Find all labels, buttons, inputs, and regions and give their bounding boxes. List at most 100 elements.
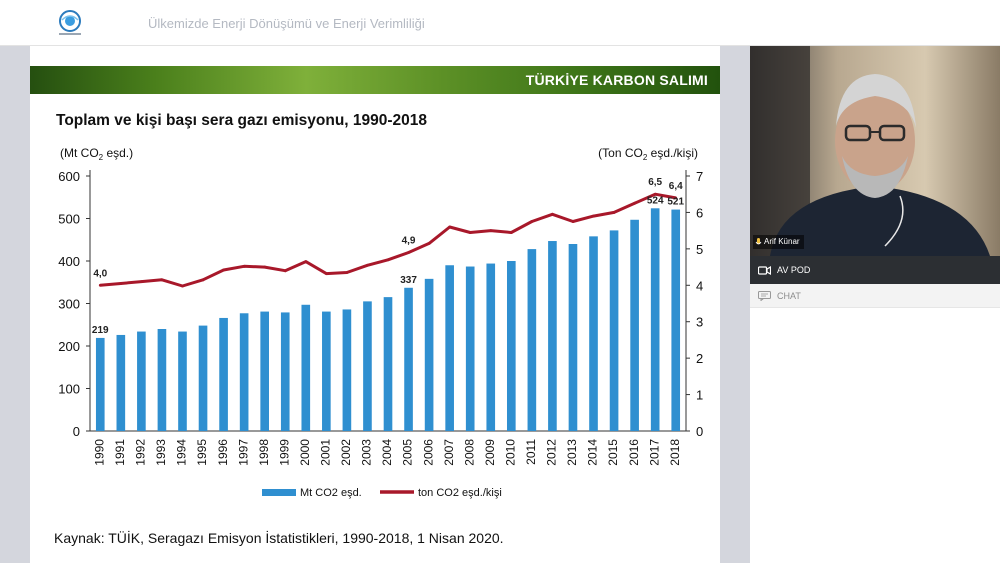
x-tick-label: 2004 <box>380 439 394 466</box>
x-tick-label: 2002 <box>339 439 353 466</box>
bar <box>548 241 557 431</box>
av-pod-header[interactable]: AV POD <box>750 256 1000 284</box>
chart-legend: Mt CO2 eşd. ton CO2 eşd./kişi <box>262 487 502 499</box>
line-point <box>222 268 225 272</box>
line-point <box>509 231 513 234</box>
data-label: 521 <box>667 197 684 208</box>
bar <box>157 329 167 431</box>
line-point <box>242 264 246 268</box>
line-point <box>633 201 637 205</box>
line-point <box>119 282 123 285</box>
line-point <box>551 212 554 216</box>
line-point <box>468 231 472 234</box>
line-point <box>139 280 143 284</box>
bar <box>486 263 496 431</box>
participant-video[interactable]: Arif Künar <box>750 46 1000 256</box>
line-point <box>427 241 431 245</box>
left-tick-label: 500 <box>58 212 80 227</box>
left-tick-label: 0 <box>73 424 80 439</box>
bar <box>219 317 228 431</box>
line-point <box>489 229 493 233</box>
x-tick-label: 1999 <box>277 439 291 466</box>
bar <box>363 301 372 431</box>
line-point <box>653 192 657 196</box>
legend-label-line: ton CO2 eşd./kişi <box>418 487 502 499</box>
line-point <box>160 278 164 282</box>
presentation-slide: TÜRKİYE KARBON SALIMI Toplam ve kişi baş… <box>30 46 720 563</box>
side-panel: Arif Künar AV POD CHAT <box>750 46 1000 563</box>
bar <box>239 313 249 431</box>
bar <box>137 331 146 431</box>
legend-swatch-bars <box>262 489 296 496</box>
top-bar: Ülkemizde Enerji Dönüşümü ve Enerji Veri… <box>0 0 1000 46</box>
organization-logo <box>59 10 81 35</box>
right-tick-label: 0 <box>696 424 703 439</box>
chat-pod-header[interactable]: CHAT <box>750 284 1000 308</box>
left-tick-label: 200 <box>58 339 80 354</box>
chart-title: Toplam ve kişi başı sera gazı emisyonu, … <box>56 112 427 129</box>
line-point <box>201 278 205 282</box>
x-tick-label: 1990 <box>92 439 106 466</box>
bar <box>671 209 681 431</box>
bar <box>260 311 270 431</box>
right-axis-label: (Ton CO2 eşd./kişi) <box>598 146 698 162</box>
x-tick-label: 2018 <box>668 439 682 466</box>
chat-pod-body <box>750 308 1000 563</box>
bar <box>198 325 208 431</box>
bar <box>589 236 598 431</box>
line-point <box>263 265 267 269</box>
chat-pod-label: CHAT <box>777 290 801 301</box>
bar <box>609 230 619 431</box>
x-tick-label: 2017 <box>647 439 661 466</box>
line-point <box>571 220 575 223</box>
bar <box>445 265 454 431</box>
data-label: 219 <box>92 325 109 336</box>
bar <box>116 334 126 431</box>
slide-banner: TÜRKİYE KARBON SALIMI <box>30 66 720 94</box>
x-tick-label: 1995 <box>195 439 209 466</box>
meeting-title: Ülkemizde Enerji Dönüşümü ve Enerji Veri… <box>148 16 425 31</box>
mic-icon <box>755 237 762 244</box>
x-tick-label: 2014 <box>586 439 600 466</box>
line-point <box>612 211 616 214</box>
line-point <box>530 220 534 223</box>
line-point <box>283 269 287 273</box>
bar <box>527 249 537 431</box>
x-tick-label: 2011 <box>524 439 538 465</box>
bar <box>650 208 660 431</box>
x-tick-label: 2003 <box>360 439 374 466</box>
x-tick-labels: 1990 1991 1992 1993 1994 1995 1996 1997 1998 1999… <box>92 439 681 466</box>
source-note: Kaynak: TÜİK, Seragazı Emisyon İstatisti… <box>54 530 504 546</box>
bar <box>424 278 434 431</box>
data-labels: 219 337 524 521 4,0 4,9 6,5 6,4 <box>92 177 685 336</box>
x-tick-label: 2013 <box>565 439 579 466</box>
x-tick-label: 1991 <box>113 439 127 466</box>
x-tick-label: 2012 <box>545 439 559 466</box>
line-point <box>592 214 595 218</box>
right-tick-label: 2 <box>696 351 703 366</box>
emission-chart: Toplam ve kişi başı sera gazı emisyonu, … <box>56 112 703 499</box>
bar <box>95 337 105 431</box>
right-tick-label: 7 <box>696 169 703 184</box>
data-label: 524 <box>647 195 664 206</box>
line-point <box>324 272 328 276</box>
bar <box>383 297 393 431</box>
right-tick-label: 4 <box>696 278 703 293</box>
line-point <box>386 258 390 262</box>
participant-video-frame <box>750 46 1000 256</box>
x-tick-label: 2016 <box>627 439 641 466</box>
right-tick-label: 1 <box>696 388 703 403</box>
participant-name: Arif Künar <box>764 237 800 246</box>
data-label: 4,9 <box>402 236 416 247</box>
data-label: 4,0 <box>93 268 107 279</box>
bar <box>465 266 475 431</box>
line-point <box>98 283 102 287</box>
line-point <box>366 263 369 267</box>
x-tick-label: 1993 <box>154 439 168 466</box>
line-point <box>674 196 678 200</box>
x-tick-label: 2006 <box>421 439 435 466</box>
data-label: 337 <box>400 275 417 286</box>
bar <box>404 287 413 431</box>
bar <box>506 261 516 431</box>
chart-axes: 0 100 200 300 400 500 600 0 1 2 3 4 5 6 7 <box>58 169 703 439</box>
